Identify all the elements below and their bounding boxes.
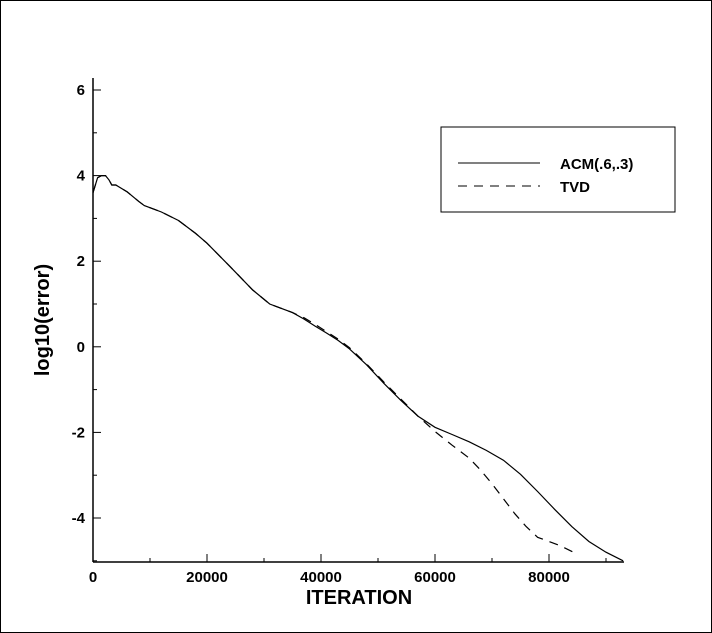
series-layer	[92, 175, 624, 562]
y-tick-label: -4	[72, 510, 86, 527]
legend-label-acm: ACM(.6,.3)	[560, 156, 633, 173]
y-tick-label: 2	[77, 253, 85, 270]
y-tick-label: 0	[77, 339, 85, 356]
legend-box	[440, 126, 676, 213]
x-tick-label: 60000	[414, 569, 456, 586]
x-axis-title: ITERATION	[306, 587, 412, 609]
x-tick-label: 20000	[186, 569, 228, 586]
series-line-tvd	[92, 175, 578, 555]
x-tick-label: 80000	[528, 569, 570, 586]
x-tick-label: 40000	[300, 569, 342, 586]
axes: -4 -2 0 2 4 6 0 20000 40000 60000 80000	[72, 78, 624, 586]
y-tick-label: 4	[77, 168, 86, 185]
x-tick-label: 0	[89, 569, 97, 586]
y-tick-label: -2	[72, 424, 85, 441]
y-axis-title: log10(error)	[32, 264, 54, 376]
series-line-acm	[92, 175, 624, 562]
legend: ACM(.6,.3) TVD	[440, 126, 676, 213]
legend-label-tvd: TVD	[560, 179, 590, 196]
y-tick-label: 6	[77, 82, 85, 99]
